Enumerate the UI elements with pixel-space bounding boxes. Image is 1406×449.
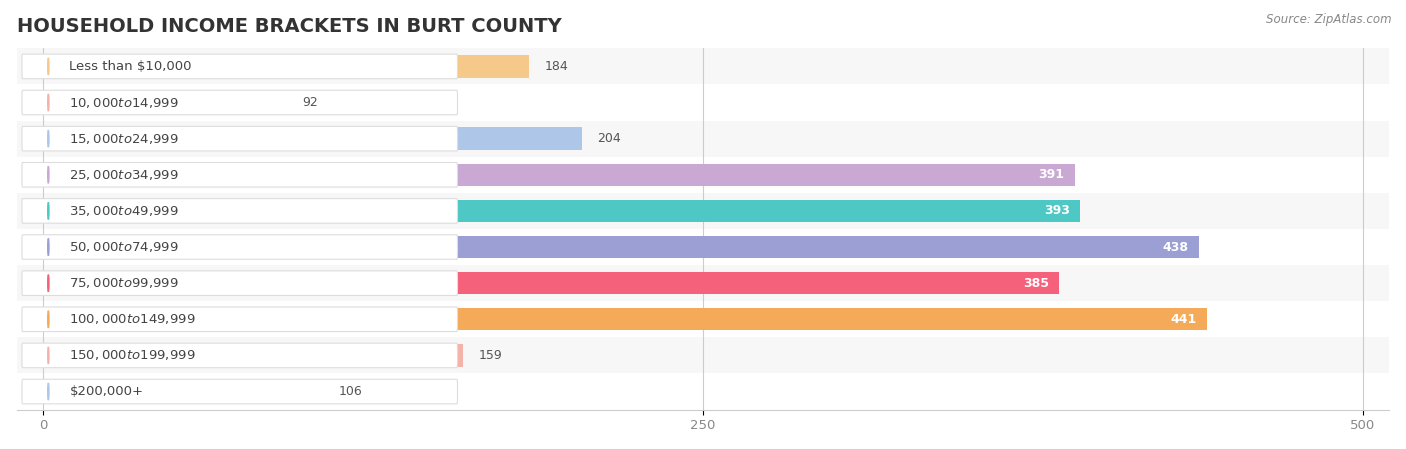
Text: 184: 184 xyxy=(544,60,568,73)
Text: 393: 393 xyxy=(1045,204,1070,217)
Text: $200,000+: $200,000+ xyxy=(69,385,143,398)
Text: 391: 391 xyxy=(1039,168,1064,181)
FancyBboxPatch shape xyxy=(22,90,457,115)
Bar xyxy=(44,380,323,403)
Text: $15,000 to $24,999: $15,000 to $24,999 xyxy=(69,132,179,145)
Bar xyxy=(17,48,1389,84)
FancyBboxPatch shape xyxy=(22,163,457,187)
Bar xyxy=(44,55,529,78)
Text: $35,000 to $49,999: $35,000 to $49,999 xyxy=(69,204,179,218)
Bar xyxy=(17,374,1389,409)
Bar xyxy=(17,301,1389,337)
Bar xyxy=(17,265,1389,301)
Text: Source: ZipAtlas.com: Source: ZipAtlas.com xyxy=(1267,13,1392,26)
Bar xyxy=(17,121,1389,157)
FancyBboxPatch shape xyxy=(22,54,457,79)
Text: $50,000 to $74,999: $50,000 to $74,999 xyxy=(69,240,179,254)
Text: $150,000 to $199,999: $150,000 to $199,999 xyxy=(69,348,195,362)
Text: $25,000 to $34,999: $25,000 to $34,999 xyxy=(69,168,179,182)
FancyBboxPatch shape xyxy=(22,379,457,404)
FancyBboxPatch shape xyxy=(22,235,457,260)
Text: HOUSEHOLD INCOME BRACKETS IN BURT COUNTY: HOUSEHOLD INCOME BRACKETS IN BURT COUNTY xyxy=(17,17,561,35)
Text: 92: 92 xyxy=(302,96,318,109)
Text: $100,000 to $149,999: $100,000 to $149,999 xyxy=(69,313,195,326)
Bar xyxy=(44,308,1208,330)
Bar xyxy=(44,272,1059,295)
Bar xyxy=(44,163,1076,186)
Bar xyxy=(17,337,1389,374)
Bar xyxy=(17,193,1389,229)
Bar xyxy=(17,229,1389,265)
FancyBboxPatch shape xyxy=(22,307,457,331)
Bar xyxy=(44,128,582,150)
FancyBboxPatch shape xyxy=(22,343,457,368)
Text: 204: 204 xyxy=(598,132,621,145)
FancyBboxPatch shape xyxy=(22,198,457,223)
Text: 106: 106 xyxy=(339,385,363,398)
Bar xyxy=(44,91,285,114)
Bar xyxy=(44,344,463,367)
Text: 441: 441 xyxy=(1170,313,1197,326)
Bar xyxy=(44,236,1199,258)
Bar xyxy=(17,84,1389,121)
Text: Less than $10,000: Less than $10,000 xyxy=(69,60,193,73)
Text: 385: 385 xyxy=(1022,277,1049,290)
Bar xyxy=(17,157,1389,193)
Text: $75,000 to $99,999: $75,000 to $99,999 xyxy=(69,276,179,290)
FancyBboxPatch shape xyxy=(22,271,457,295)
Text: 159: 159 xyxy=(478,349,502,362)
FancyBboxPatch shape xyxy=(22,126,457,151)
Bar xyxy=(44,200,1080,222)
Text: 438: 438 xyxy=(1163,241,1188,254)
Text: $10,000 to $14,999: $10,000 to $14,999 xyxy=(69,96,179,110)
